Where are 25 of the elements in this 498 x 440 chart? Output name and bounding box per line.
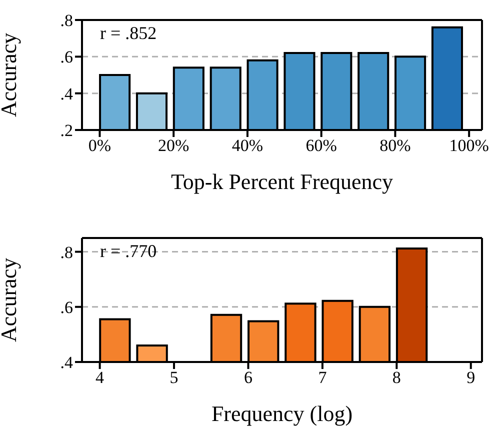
y-tick-label: .8 [60, 242, 73, 262]
x-tick-label: 4 [96, 368, 105, 388]
y-tick-label: .2 [60, 121, 73, 140]
x-axis-title: Top-k Percent Frequency [170, 168, 394, 196]
x-tick-label: 60% [306, 136, 337, 156]
x-tick-label: 20% [158, 136, 190, 156]
x-tick-label: 8 [392, 368, 401, 388]
x-tick-label: 40% [232, 136, 264, 156]
x-tick-label: 5 [170, 368, 178, 388]
x-tick-label: 7 [318, 368, 328, 388]
x-axis-title: Frequency (log) [210, 400, 354, 428]
x-tick-label: 0% [88, 136, 112, 156]
y-tick-label: .8 [60, 11, 73, 30]
y-tick-label: .6 [60, 298, 73, 317]
annotation: r = .852 [100, 23, 157, 44]
y-tick-label: .4 [60, 84, 74, 104]
x-tick-label: 6 [244, 368, 252, 388]
x-tick-label: 100% [449, 136, 489, 156]
annotation: r = .770 [100, 241, 157, 262]
y-axis-title: Accuracy [0, 32, 21, 118]
x-tick-label: 80% [380, 136, 411, 156]
x-tick-label: 9 [466, 368, 476, 388]
y-tick-label: .4 [60, 353, 74, 372]
y-tick-label: .6 [60, 48, 73, 67]
y-axis-title: Accuracy [0, 258, 21, 342]
